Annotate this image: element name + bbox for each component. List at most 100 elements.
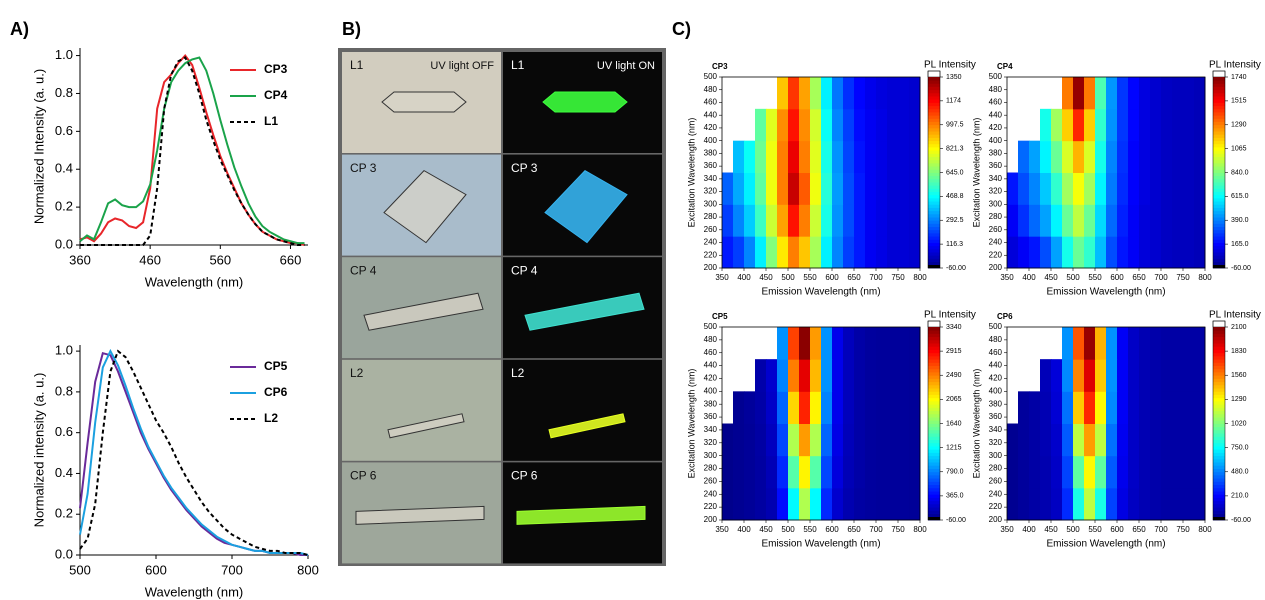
x-tick-label: 450	[759, 525, 773, 534]
heat-cell	[1106, 424, 1118, 457]
colorbar-tick-label: 2490	[946, 372, 962, 379]
heat-cell	[1139, 204, 1151, 236]
colorbar-step	[928, 239, 940, 243]
heat-cell	[744, 204, 756, 236]
colorbar-step	[1213, 131, 1225, 135]
colorbar-step	[1213, 366, 1225, 370]
heat-cell	[843, 173, 855, 205]
colorbar-step	[1213, 401, 1225, 405]
heat-cell	[1150, 391, 1162, 424]
heat-cell	[799, 77, 811, 109]
colorbar-step	[928, 252, 940, 256]
colorbar-step	[928, 436, 940, 440]
heat-cell	[865, 77, 877, 109]
colorbar-step	[1213, 233, 1225, 237]
heat-cell	[810, 236, 822, 268]
colorbar-step	[928, 157, 940, 161]
heat-cell	[832, 424, 844, 457]
heat-cell	[1018, 141, 1030, 173]
heat-cell	[1106, 488, 1118, 521]
colorbar-step	[928, 488, 940, 492]
colorbar-step	[1213, 217, 1225, 221]
heat-cell	[1084, 359, 1096, 392]
y-tick-label: 280	[989, 212, 1003, 221]
colorbar-step	[1213, 258, 1225, 262]
colorbar-step	[1213, 330, 1225, 334]
heat-cell	[1128, 327, 1140, 360]
heat-cell	[909, 424, 921, 457]
heat-cell	[777, 327, 789, 360]
colorbar-step	[1213, 507, 1225, 511]
y-tick-label: 300	[704, 199, 718, 208]
heat-cell	[744, 141, 756, 173]
colorbar-step	[1213, 176, 1225, 180]
x-tick-label: 360	[69, 252, 91, 267]
heat-cell	[887, 359, 899, 392]
heat-cell	[799, 424, 811, 457]
heat-cell	[1183, 173, 1195, 205]
colorbar-step	[1213, 141, 1225, 145]
colorbar-tick-label: 615.0	[1231, 193, 1249, 200]
heat-cell	[898, 109, 910, 141]
series-line	[80, 353, 308, 555]
colorbar-step	[928, 430, 940, 434]
colorbar-step	[1213, 188, 1225, 192]
colorbar-step	[1213, 372, 1225, 376]
colorbar-step	[928, 134, 940, 138]
colorbar-step	[1213, 102, 1225, 106]
heat-cell	[788, 327, 800, 360]
colorbar-step	[1213, 223, 1225, 227]
y-tick-label: 280	[989, 464, 1003, 473]
heat-cell	[1073, 204, 1085, 236]
heat-cell	[1095, 109, 1107, 141]
colorbar-step	[928, 478, 940, 482]
heat-cell	[1161, 173, 1173, 205]
x-tick-label: 450	[1044, 525, 1058, 534]
heat-cell	[799, 456, 811, 489]
x-tick-label: 650	[847, 525, 861, 534]
heat-cell	[1194, 327, 1206, 360]
colorbar-tick-label: 1065	[1231, 145, 1247, 152]
colorbar-step	[1213, 77, 1225, 81]
heat-cell	[733, 456, 745, 489]
heat-cell	[832, 327, 844, 360]
colorbar-step	[1213, 125, 1225, 129]
heat-cell	[1029, 424, 1041, 457]
heat-cell	[1040, 204, 1052, 236]
y-tick-label: 280	[704, 464, 718, 473]
heat-cell	[1095, 77, 1107, 109]
heat-cell	[909, 109, 921, 141]
heat-cell	[1051, 204, 1063, 236]
y-tick-label: 380	[989, 149, 1003, 158]
colorbar-base	[1213, 517, 1225, 520]
colorbar-step	[928, 378, 940, 382]
colorbar-tick-label: 997.5	[946, 122, 964, 129]
colorbar-step	[1213, 369, 1225, 373]
heat-cell	[788, 204, 800, 236]
heat-cell	[766, 391, 778, 424]
colorbar-step	[928, 472, 940, 476]
colorbar-step	[1213, 333, 1225, 337]
heat-cell	[733, 141, 745, 173]
colorbar-step	[1213, 433, 1225, 437]
y-tick-label: 240	[704, 238, 718, 247]
y-tick-label: 480	[989, 335, 1003, 344]
colorbar-step	[1213, 388, 1225, 392]
heat-cell	[744, 391, 756, 424]
heat-cell	[766, 488, 778, 521]
x-tick-label: 500	[69, 562, 91, 577]
colorbar-step	[928, 160, 940, 164]
colorbar-tick-label: 645.0	[946, 169, 964, 176]
heat-cell	[1062, 173, 1074, 205]
heat-cell	[865, 141, 877, 173]
colorbar-step	[1213, 481, 1225, 485]
heat-cell	[854, 77, 866, 109]
colorbar-step	[928, 391, 940, 395]
x-axis-label: Emission Wavelength (nm)	[1046, 539, 1165, 550]
colorbar-tick-label: 210.0	[1231, 493, 1249, 500]
colorbar-step	[1213, 385, 1225, 389]
y-tick-label: 380	[989, 399, 1003, 408]
heat-cell	[1139, 488, 1151, 521]
x-tick-label: 750	[891, 525, 905, 534]
colorbar-tick-label: 2100	[1231, 324, 1247, 331]
